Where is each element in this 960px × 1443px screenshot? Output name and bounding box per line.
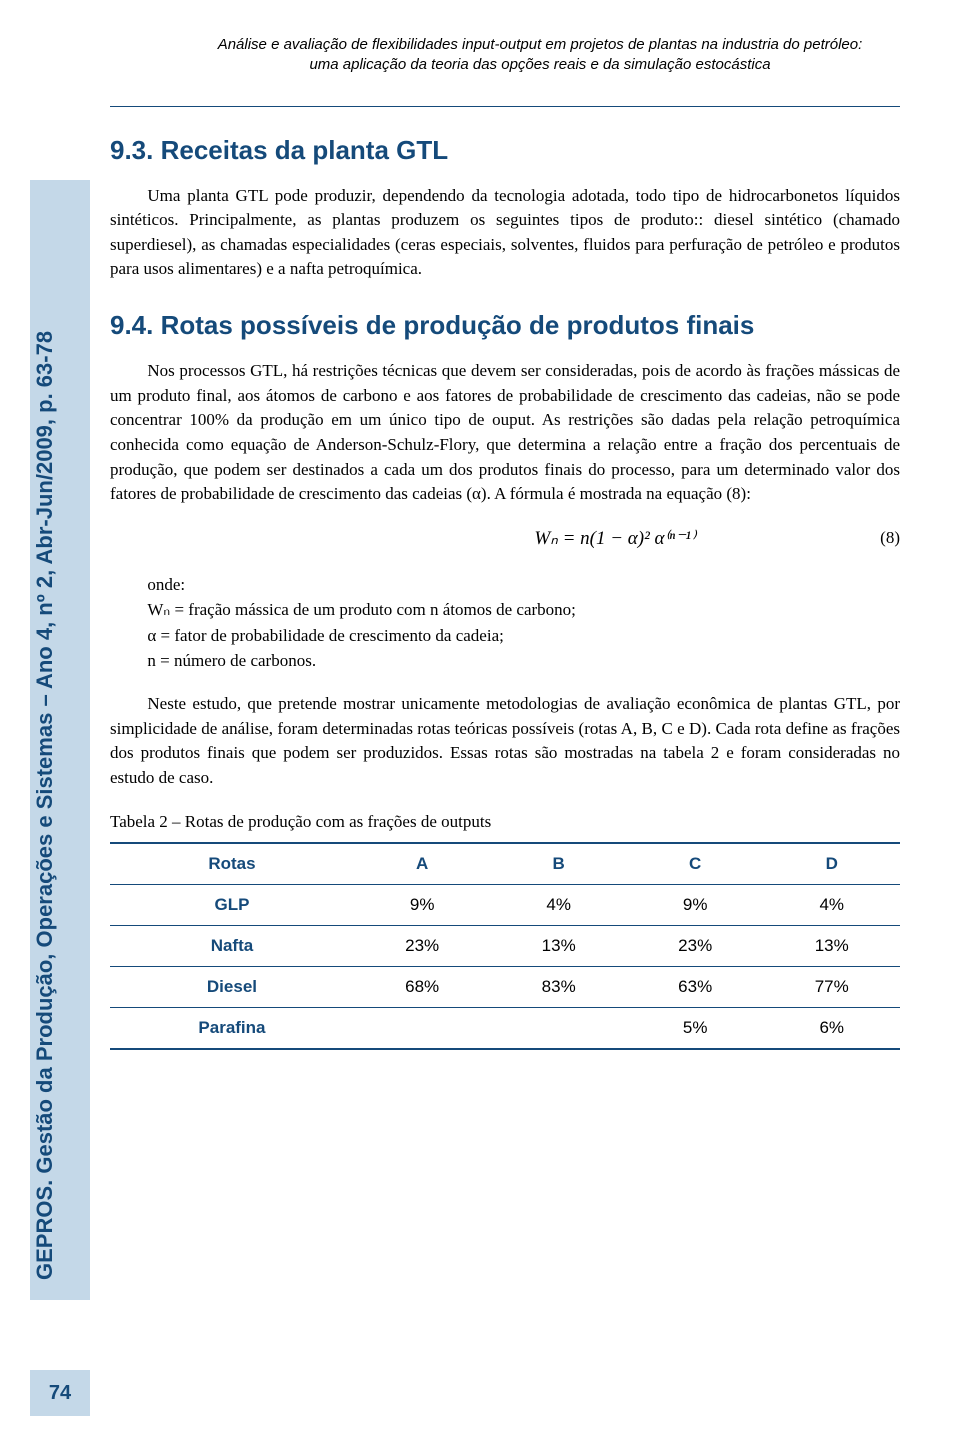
col-d: D [763,843,900,885]
def-n: n = número de carbonos. [147,648,900,674]
table-header-row: Rotas A B C D [110,843,900,885]
row-diesel-label: Diesel [110,967,354,1008]
defs-intro: onde: [110,572,900,598]
table-row: Nafta 23% 13% 23% 13% [110,926,900,967]
running-title-line1: Análise e avaliação de flexibilidades in… [218,36,863,53]
row-glp-a: 9% [354,885,491,926]
row-diesel-d: 77% [763,967,900,1008]
row-parafina-a [354,1008,491,1050]
col-rotas: Rotas [110,843,354,885]
row-nafta-a: 23% [354,926,491,967]
row-diesel-b: 83% [490,967,627,1008]
row-glp-c: 9% [627,885,764,926]
col-b: B [490,843,627,885]
row-nafta-d: 13% [763,926,900,967]
equation-8-label: (8) [840,528,900,548]
equation-8-formula: Wₙ = n(1 − α)² α⁽ⁿ⁻¹⁾ [390,527,840,550]
row-parafina-d: 6% [763,1008,900,1050]
col-a: A [354,843,491,885]
running-header: Análise e avaliação de flexibilidades in… [210,35,870,76]
header-rule [110,106,900,107]
para-9-3-1: Uma planta GTL pode produzir, dependendo… [110,184,900,283]
row-diesel-a: 68% [354,967,491,1008]
def-wn: Wₙ = fração mássica de um produto com n … [147,597,900,623]
definitions-block: onde: Wₙ = fração mássica de um produto … [110,572,900,674]
heading-9-3: 9.3. Receitas da planta GTL [110,135,900,166]
table-row: GLP 9% 4% 9% 4% [110,885,900,926]
heading-9-4: 9.4. Rotas possíveis de produção de prod… [110,310,900,341]
row-nafta-c: 23% [627,926,764,967]
equation-8: Wₙ = n(1 − α)² α⁽ⁿ⁻¹⁾ (8) [110,527,900,550]
row-diesel-c: 63% [627,967,764,1008]
row-glp-b: 4% [490,885,627,926]
row-parafina-b [490,1008,627,1050]
row-glp-label: GLP [110,885,354,926]
row-glp-d: 4% [763,885,900,926]
row-nafta-label: Nafta [110,926,354,967]
spine-text: GEPROS. Gestão da Produção, Operações e … [32,180,58,1280]
table-row: Parafina 5% 6% [110,1008,900,1050]
table-caption: Tabela 2 – Rotas de produção com as fraç… [110,812,900,832]
table-row: Diesel 68% 83% 63% 77% [110,967,900,1008]
row-parafina-label: Parafina [110,1008,354,1050]
def-alpha: α = fator de probabilidade de cresciment… [147,623,900,649]
para-9-4-1: Nos processos GTL, há restrições técnica… [110,359,900,507]
running-title-line2: uma aplicação da teoria das opções reais… [309,56,770,73]
col-c: C [627,843,764,885]
row-parafina-c: 5% [627,1008,764,1050]
row-nafta-b: 13% [490,926,627,967]
page-content: Análise e avaliação de flexibilidades in… [110,0,930,1050]
table-rotas: Rotas A B C D GLP 9% 4% 9% 4% Nafta 23% … [110,842,900,1050]
page-number: 74 [30,1370,90,1416]
para-9-4-2: Neste estudo, que pretende mostrar unica… [110,692,900,791]
